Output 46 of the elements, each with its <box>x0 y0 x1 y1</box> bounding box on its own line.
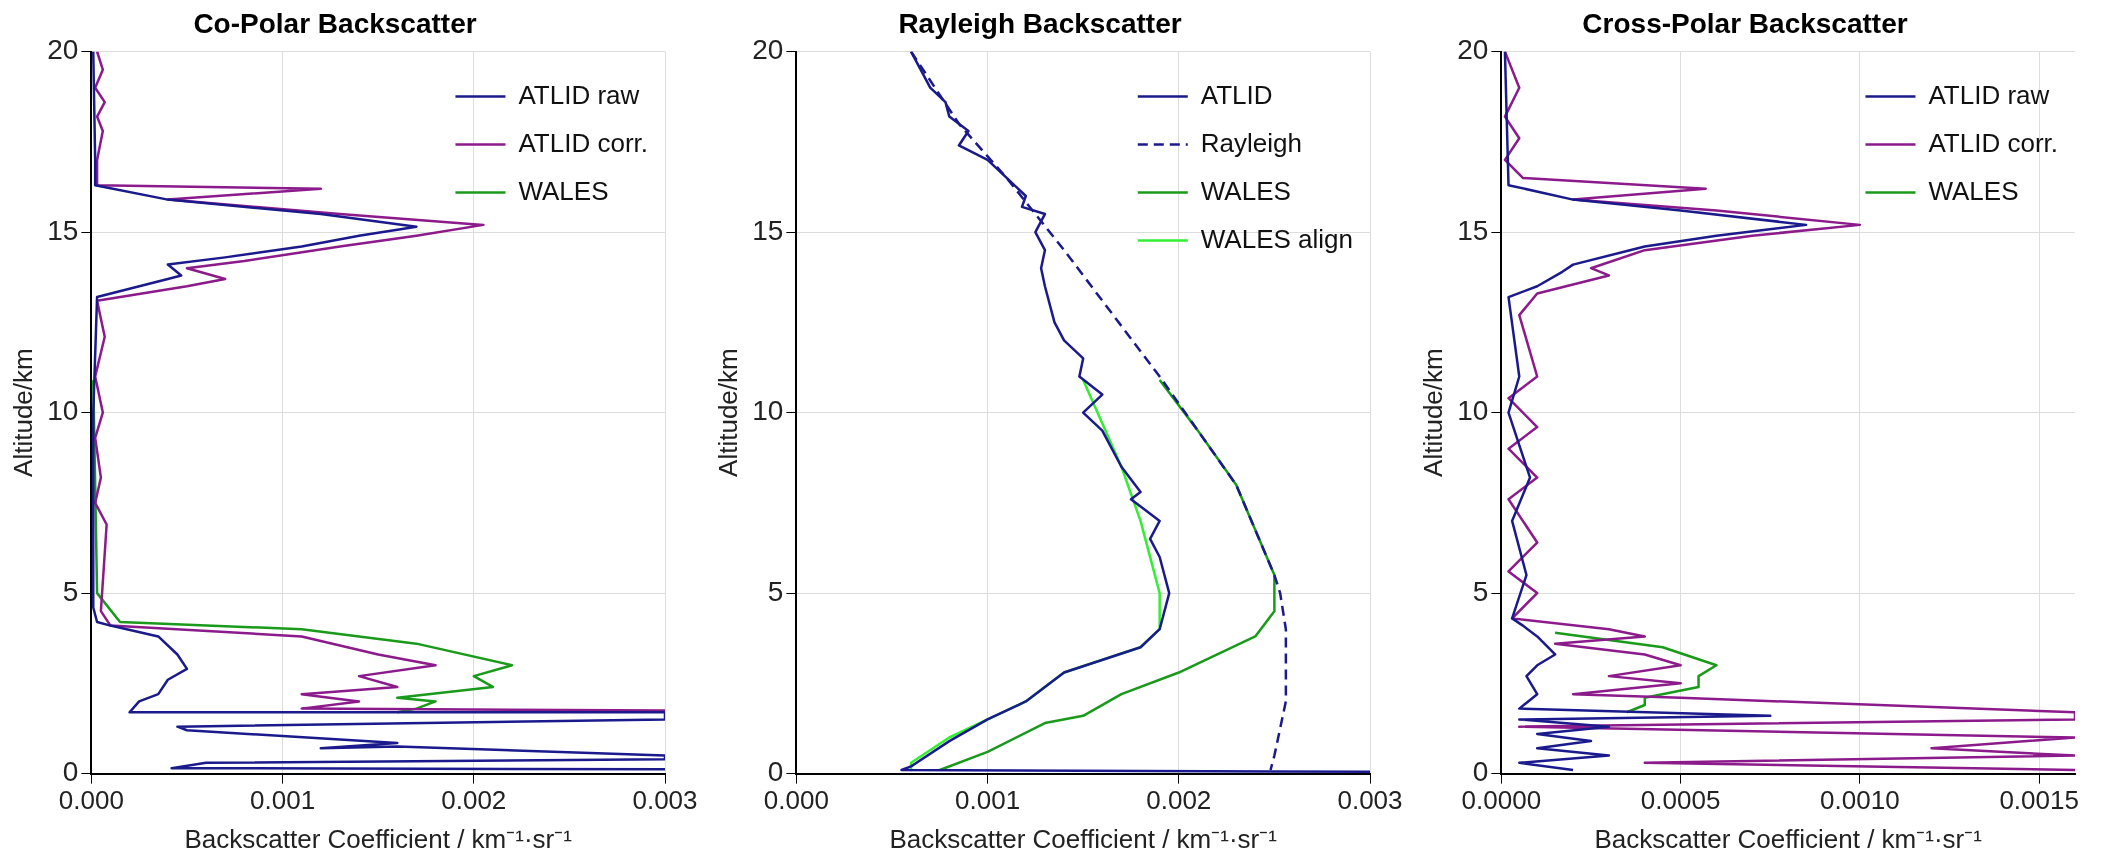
y-tick-label: 5 <box>767 575 784 607</box>
y-tick-label: 0 <box>767 756 784 788</box>
x-tick-label: 0.003 <box>1337 785 1403 816</box>
chart-title: Cross-Polar Backscatter <box>1582 7 1908 39</box>
x-tick-label: 0.003 <box>632 785 698 816</box>
legend-label: WALES <box>518 175 609 206</box>
legend-label: Rayleigh <box>1200 127 1302 158</box>
x-tick-label: 0.000 <box>763 785 829 816</box>
legend-label: ATLID raw <box>1928 79 2050 110</box>
y-tick-label: 5 <box>62 575 79 607</box>
legend-label: WALES <box>1928 175 2019 206</box>
legend-label: WALES align <box>1200 223 1353 254</box>
x-tick-label: 0.0000 <box>1461 785 1542 816</box>
y-tick-label: 15 <box>1457 214 1489 246</box>
x-tick-label: 0.001 <box>250 785 316 816</box>
y-tick-label: 0 <box>1472 756 1489 788</box>
y-axis-title: Altitude/km <box>7 348 38 477</box>
x-axis-title: Backscatter Coefficient / km⁻¹·sr⁻¹ <box>1594 823 1983 854</box>
y-tick-label: 10 <box>1457 395 1489 427</box>
y-tick-label: 0 <box>62 756 79 788</box>
y-tick-label: 5 <box>1472 575 1489 607</box>
y-tick-label: 10 <box>47 395 79 427</box>
y-tick-label: 10 <box>752 395 784 427</box>
y-tick-label: 15 <box>47 214 79 246</box>
y-tick-label: 20 <box>47 34 79 66</box>
legend-label: ATLID corr. <box>518 127 648 158</box>
x-axis-title: Backscatter Coefficient / km⁻¹·sr⁻¹ <box>889 823 1278 854</box>
legend-label: WALES <box>1200 175 1291 206</box>
x-tick-label: 0.000 <box>58 785 124 816</box>
x-tick-label: 0.0010 <box>1820 785 1900 816</box>
chart-title: Co-Polar Backscatter <box>193 7 477 39</box>
x-tick-label: 0.001 <box>955 785 1021 816</box>
y-tick-label: 20 <box>752 34 784 66</box>
x-tick-label: 0.002 <box>441 785 507 816</box>
x-tick-label: 0.0015 <box>1999 785 2079 816</box>
y-axis-title: Altitude/km <box>712 348 743 477</box>
y-tick-label: 15 <box>752 214 784 246</box>
legend-label: ATLID raw <box>518 79 640 110</box>
legend-label: ATLID corr. <box>1928 127 2058 158</box>
x-tick-label: 0.0005 <box>1640 785 1721 816</box>
legend-label: ATLID <box>1200 79 1273 110</box>
chart-title: Rayleigh Backscatter <box>898 7 1182 39</box>
x-axis-title: Backscatter Coefficient / km⁻¹·sr⁻¹ <box>184 823 573 854</box>
y-tick-label: 20 <box>1457 34 1489 66</box>
x-tick-label: 0.002 <box>1146 785 1212 816</box>
y-axis-title: Altitude/km <box>1417 348 1448 477</box>
